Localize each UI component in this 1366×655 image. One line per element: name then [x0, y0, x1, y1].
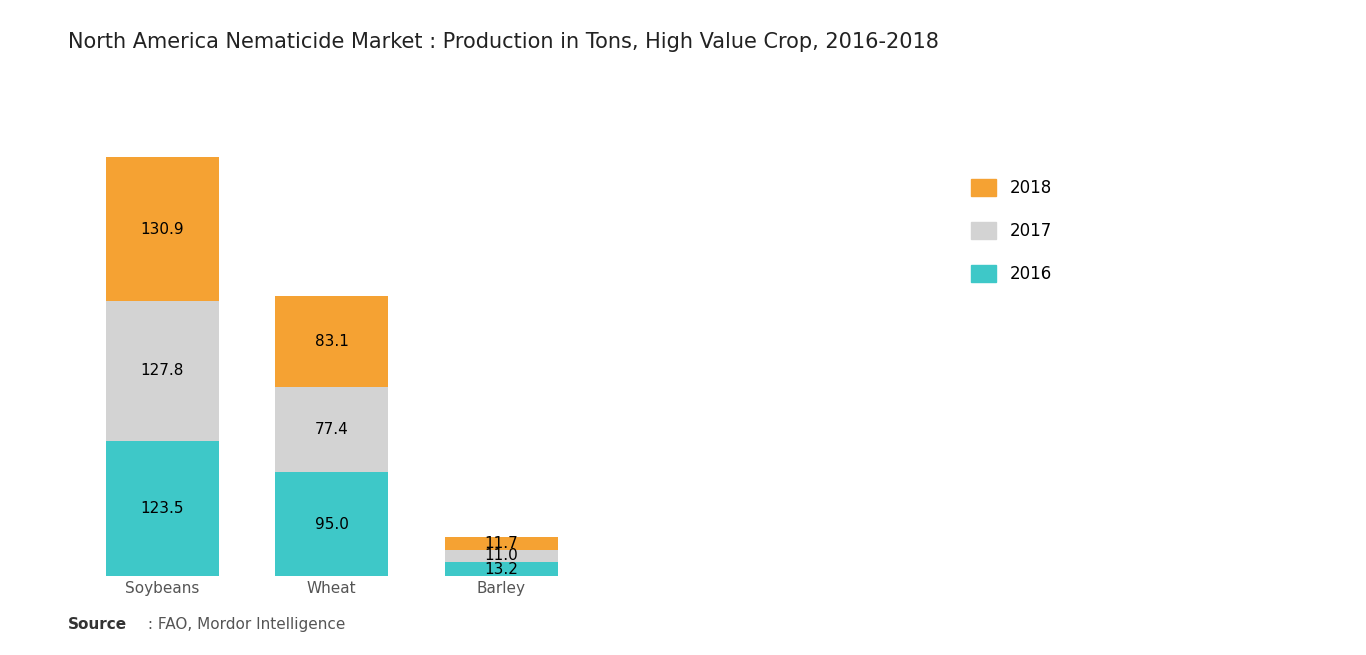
- Text: 130.9: 130.9: [141, 221, 184, 236]
- Bar: [276, 387, 388, 472]
- Text: 11.7: 11.7: [485, 536, 518, 551]
- Bar: [276, 296, 388, 387]
- Bar: [445, 562, 557, 576]
- Text: 11.0: 11.0: [485, 548, 518, 563]
- Text: 123.5: 123.5: [141, 501, 184, 516]
- Bar: [445, 537, 557, 550]
- Text: 77.4: 77.4: [316, 422, 348, 438]
- Bar: [445, 550, 557, 562]
- Text: 127.8: 127.8: [141, 364, 184, 379]
- Text: Source: Source: [68, 617, 127, 632]
- Bar: [107, 301, 219, 441]
- Text: 95.0: 95.0: [314, 517, 348, 532]
- Bar: [107, 441, 219, 576]
- Bar: [276, 472, 388, 576]
- Bar: [107, 157, 219, 301]
- Legend: 2018, 2017, 2016: 2018, 2017, 2016: [964, 172, 1059, 290]
- Text: 13.2: 13.2: [484, 561, 518, 576]
- Text: North America Nematicide Market : Production in Tons, High Value Crop, 2016-2018: North America Nematicide Market : Produc…: [68, 32, 940, 52]
- Text: 83.1: 83.1: [314, 334, 348, 349]
- Text: : FAO, Mordor Intelligence: : FAO, Mordor Intelligence: [143, 617, 346, 632]
